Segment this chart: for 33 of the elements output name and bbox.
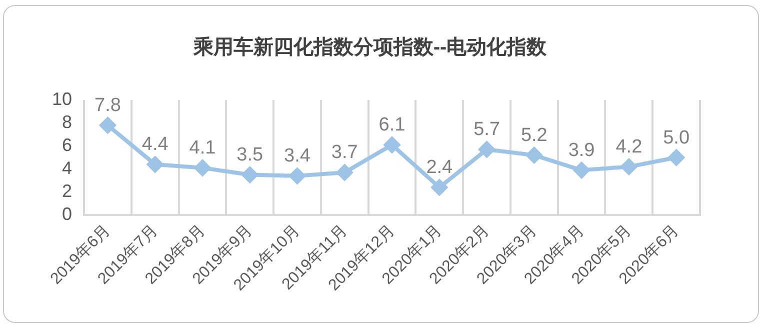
- point: [384, 136, 400, 153]
- point: [574, 162, 590, 178]
- point: [526, 147, 542, 164]
- y-tick-label: 2: [62, 181, 72, 202]
- y-tick-label: 8: [62, 112, 72, 132]
- point: [147, 156, 164, 172]
- point: [289, 168, 306, 184]
- point: [242, 166, 258, 183]
- data-label: 5.0: [663, 127, 690, 148]
- data-label: 2.4: [426, 157, 454, 178]
- point: [431, 179, 448, 196]
- data-label: 5.2: [520, 124, 548, 146]
- y-tick-label: 6: [62, 134, 72, 155]
- point: [100, 117, 116, 134]
- chart-title: 乘用车新四化指数分项指数--电动化指数: [192, 36, 548, 59]
- data-label: 6.1: [378, 114, 406, 136]
- point: [478, 141, 495, 158]
- point: [194, 160, 210, 176]
- data-label: 3.9: [568, 140, 595, 161]
- data-label: 4.4: [142, 134, 169, 156]
- point: [668, 150, 684, 166]
- y-tick-label: 10: [52, 88, 72, 109]
- point: [336, 164, 353, 180]
- data-label: 5.7: [474, 119, 500, 140]
- data-label: 7.8: [94, 95, 121, 116]
- y-tick-label: 0: [62, 204, 72, 224]
- point: [620, 158, 637, 175]
- data-label: 4.1: [189, 138, 216, 159]
- y-tick-label: 4: [62, 158, 72, 178]
- data-label: 3.7: [331, 142, 358, 164]
- data-label: 3.4: [284, 146, 311, 167]
- data-label: 3.5: [236, 144, 264, 166]
- data-label: 4.2: [616, 136, 642, 158]
